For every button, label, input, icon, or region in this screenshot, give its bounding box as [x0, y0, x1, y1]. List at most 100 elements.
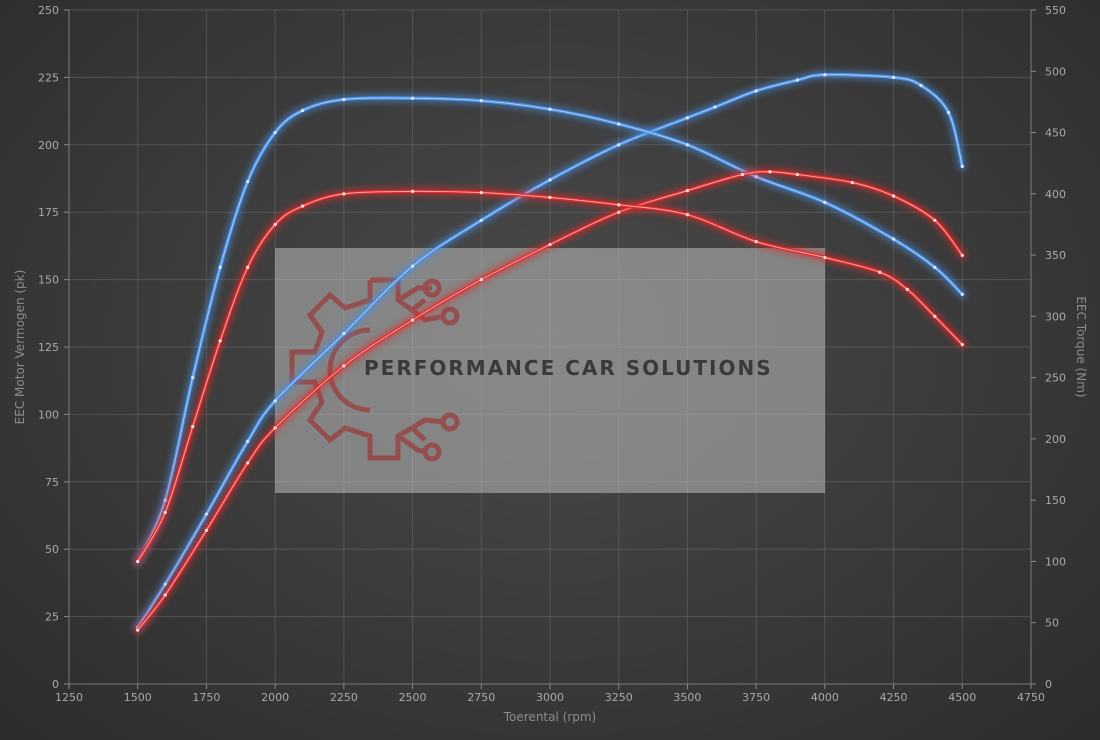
right-tick-label: 500	[1045, 65, 1066, 78]
series-point	[685, 116, 690, 120]
left-tick-label: 150	[38, 274, 59, 287]
series-point	[479, 190, 483, 195]
series-point	[218, 339, 222, 343]
series-point	[548, 242, 552, 247]
series-point	[342, 192, 346, 196]
series-point	[891, 237, 896, 241]
series-point	[273, 399, 277, 403]
right-tick-label: 0	[1045, 678, 1052, 691]
series-point	[946, 110, 951, 115]
series-point	[823, 73, 827, 77]
series-point	[768, 170, 772, 174]
series-point	[301, 204, 305, 208]
x-tick-label: 1250	[55, 691, 83, 704]
series-point	[685, 143, 690, 147]
series-point	[342, 331, 346, 336]
left-axis-title: EEC Motor Vermogen (pk)	[13, 270, 27, 425]
series-point	[246, 461, 250, 465]
series-point	[136, 628, 140, 632]
series-point	[410, 318, 415, 322]
series-point	[617, 203, 621, 207]
left-tick-label: 175	[38, 206, 59, 219]
x-axis: 1250 1500 1750 2000 2250 2500 2750 3000 3250 3500…	[55, 683, 1045, 704]
right-tick-label: 550	[1045, 4, 1066, 17]
series-point	[960, 253, 964, 257]
series-point	[960, 292, 964, 296]
series-point	[273, 426, 277, 430]
series-point	[740, 172, 745, 177]
right-tick-label: 150	[1045, 494, 1066, 507]
left-tick-label: 25	[45, 611, 59, 624]
x-tick-label: 2750	[467, 691, 495, 704]
series-point	[191, 425, 195, 429]
watermark: PERFORMANCE CAR SOLUTIONS	[275, 248, 825, 493]
x-tick-label: 4000	[811, 691, 839, 704]
series-point	[823, 255, 827, 260]
series-highlight	[137, 74, 963, 628]
series-point	[273, 222, 277, 227]
series-blue-right	[132, 92, 968, 567]
right-axis-title: EEC Torque (Nm)	[1074, 296, 1088, 397]
series-point	[410, 189, 415, 193]
series-point	[479, 218, 483, 222]
series-point	[479, 278, 483, 282]
series-point	[273, 130, 277, 135]
right-tick-label: 450	[1045, 127, 1066, 140]
series-point	[795, 78, 799, 82]
left-tick-label: 75	[45, 476, 59, 489]
series-point	[754, 89, 758, 93]
series-point	[246, 265, 250, 269]
series-point	[823, 200, 827, 204]
series-point	[617, 143, 621, 147]
right-tick-label: 300	[1045, 310, 1066, 323]
series-point	[617, 122, 621, 126]
series-point	[960, 342, 964, 347]
right-tick-label: 400	[1045, 188, 1066, 201]
right-tick-label: 350	[1045, 249, 1066, 262]
watermark-text: PERFORMANCE CAR SOLUTIONS	[364, 356, 773, 380]
series-red-right	[132, 186, 968, 567]
left-tick-label: 125	[38, 341, 59, 354]
x-tick-label: 3500	[673, 691, 701, 704]
left-tick-label: 0	[52, 678, 59, 691]
series-point	[204, 528, 209, 532]
series-point	[960, 164, 964, 168]
left-tick-label: 50	[45, 543, 59, 556]
x-tick-label: 2000	[261, 691, 289, 704]
series-point	[246, 179, 250, 184]
series-point	[548, 195, 552, 200]
series-point	[548, 107, 552, 111]
series-red-left	[132, 166, 968, 636]
left-tick-label: 200	[38, 139, 59, 152]
series-point	[163, 593, 167, 597]
series-point	[342, 364, 346, 368]
left-tick-label: 225	[38, 71, 59, 84]
right-tick-label: 200	[1045, 433, 1066, 446]
x-tick-label: 4250	[880, 691, 908, 704]
series-point	[685, 213, 690, 217]
series-point	[218, 265, 222, 269]
right-tick-label: 50	[1045, 617, 1059, 630]
x-tick-label: 3000	[536, 691, 564, 704]
x-tick-label: 3250	[605, 691, 633, 704]
series-point	[850, 180, 854, 185]
series-point	[548, 178, 552, 182]
series-point	[713, 105, 717, 109]
x-tick-label: 4500	[948, 691, 976, 704]
right-axis: 0 50 100 150 200 250 300 350 400 450 500 550	[1030, 4, 1066, 691]
series-point	[410, 96, 415, 100]
series-point	[891, 194, 896, 198]
series-point	[617, 210, 621, 214]
right-tick-label: 100	[1045, 555, 1066, 568]
x-axis-title: Toerental (rpm)	[503, 710, 596, 724]
series-point	[301, 108, 305, 113]
x-tick-label: 3750	[742, 691, 770, 704]
series-point	[933, 314, 937, 318]
series-blue-left	[132, 69, 968, 633]
series-point	[878, 270, 882, 274]
left-tick-label: 100	[38, 408, 59, 421]
series-point	[479, 99, 483, 103]
series-point	[410, 264, 415, 268]
